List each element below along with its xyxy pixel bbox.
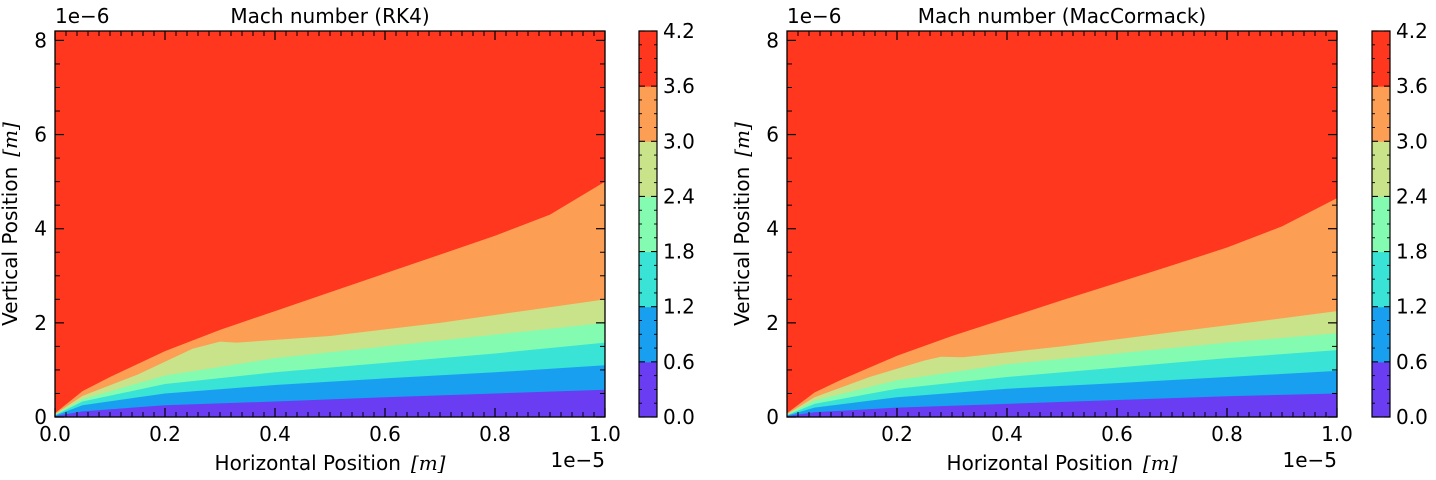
x-axis-label: Horizontal Position [m] [215,451,446,475]
colorbar-segment-0 [1372,361,1390,418]
colorbar-tick-label: 1.2 [663,295,695,319]
chart-panel-2: 0.2 0.4 0.6 0.8 1.0 0 2 4 6 8 1e−6 1e−5 Mach number … [730,4,1428,475]
y-axis-label-text: Vertical Position [0,167,22,326]
x-axis: 0.2 0.4 0.6 0.8 1.0 [797,31,1353,446]
y-tick-label: 0 [34,405,47,429]
colorbar-tick-label: 0.0 [1396,405,1428,429]
x-axis-label-text: Horizontal Position [215,451,401,475]
x-axis: 0.0 0.2 0.4 0.6 0.8 1.0 [39,31,621,446]
y-axis-label: Vertical Position [m] [0,122,22,326]
y-axis: 0 2 4 6 8 [766,28,1337,429]
colorbar-segment-1 [639,306,657,363]
y-axis-unit: [m] [0,122,22,157]
colorbar: 0.0 0.6 1.2 1.8 2.4 3.0 3.6 4.2 [638,19,695,429]
y-offset-text: 1e−6 [55,4,110,28]
x-axis-unit: [m] [1143,451,1178,475]
colorbar-segment-3 [1372,196,1390,253]
x-tick-label: 0.8 [479,422,511,446]
colorbar-tick-label: 2.4 [1396,184,1428,208]
x-axis-label: Horizontal Position [m] [947,451,1178,475]
colorbar-segment-1 [1372,306,1390,363]
colorbar-tick-label: 3.6 [1396,74,1428,98]
y-tick-label: 2 [766,311,779,335]
y-tick-label: 8 [766,28,779,52]
colorbar-tick-label: 2.4 [663,184,695,208]
colorbar-tick-label: 3.6 [663,74,695,98]
contour-bands [55,31,605,417]
colorbar-segment-4 [1372,141,1390,197]
y-axis-label-text: Vertical Position [730,167,754,326]
x-tick-label: 0.6 [1101,422,1133,446]
colorbar-tick-label: 3.0 [1396,129,1428,153]
x-tick-label: 0.2 [881,422,913,446]
colorbar-tick-label: 1.8 [663,240,695,264]
colorbar-tick-label: 3.0 [663,129,695,153]
x-tick-label: 0.0 [39,422,71,446]
y-tick-label: 0 [766,405,779,429]
y-axis-unit: [m] [730,122,754,157]
contour-band-0-0.6 [55,389,605,417]
colorbar-tick-label: 1.2 [1396,295,1428,319]
x-tick-label: 0.6 [369,422,401,446]
y-axis-label: Vertical Position [m] [730,122,754,326]
y-offset-text: 1e−6 [787,4,842,28]
colorbar-segment-5 [1372,86,1390,142]
x-tick-label: 0.8 [1211,422,1243,446]
x-tick-label: 1.0 [589,422,621,446]
y-tick-label: 4 [34,217,47,241]
y-tick-label: 2 [34,311,47,335]
chart-title: Mach number (MacCormack) [918,4,1206,28]
y-tick-label: 8 [34,28,47,52]
contour-bands [787,31,1337,417]
colorbar-segment-6 [639,31,657,87]
chart-panel-1: 0.0 0.2 0.4 0.6 0.8 1.0 0 2 4 6 8 1e−6 1e−5 Mach numb… [0,4,695,475]
chart-title: Mach number (RK4) [230,4,429,28]
colorbar-tick-label: 0.6 [1396,350,1428,374]
y-tick-label: 6 [34,123,47,147]
x-tick-label: 0.4 [991,422,1023,446]
colorbar-segment-5 [639,86,657,142]
colorbar-segment-0 [639,361,657,418]
x-tick-label: 1.0 [1321,422,1353,446]
contour-band-0-0.6 [787,393,1337,417]
colorbar-segment-2 [639,251,657,308]
y-tick-label: 6 [766,123,779,147]
colorbar-segment-2 [1372,251,1390,308]
x-axis-label-text: Horizontal Position [947,451,1133,475]
colorbar-segment-6 [1372,31,1390,87]
colorbar-tick-label: 0.0 [663,405,695,429]
x-offset-text: 1e−5 [550,448,605,472]
x-tick-label: 0.2 [149,422,181,446]
x-tick-label: 0.4 [259,422,291,446]
x-offset-text: 1e−5 [1282,448,1337,472]
x-axis-unit: [m] [411,451,446,475]
colorbar-tick-label: 0.6 [663,350,695,374]
colorbar-segment-3 [639,196,657,253]
colorbar: 0.0 0.6 1.2 1.8 2.4 3.0 3.6 4.2 [1371,19,1428,429]
y-tick-label: 4 [766,217,779,241]
colorbar-tick-label: 4.2 [663,19,695,43]
y-axis: 0 2 4 6 8 [34,28,605,429]
colorbar-tick-label: 4.2 [1396,19,1428,43]
colorbar-tick-label: 1.8 [1396,240,1428,264]
colorbar-segment-4 [639,141,657,197]
